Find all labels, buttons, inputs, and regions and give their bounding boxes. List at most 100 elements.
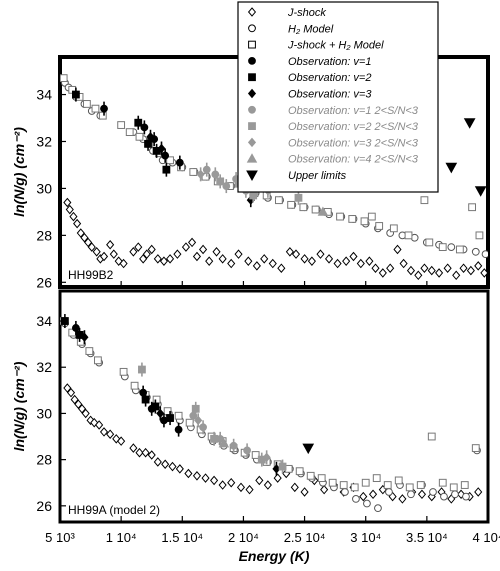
data-point xyxy=(95,420,104,430)
data-point xyxy=(350,483,359,492)
x-tick-label: 5 10³ xyxy=(45,530,75,545)
data-point xyxy=(307,256,316,266)
x-tick-label: 3.5 10⁴ xyxy=(406,530,448,545)
data-point xyxy=(87,242,96,252)
data-point xyxy=(199,423,207,432)
legend-marker xyxy=(247,7,257,17)
data-point xyxy=(365,256,374,266)
data-point xyxy=(159,256,168,266)
data-point xyxy=(218,438,230,448)
data-point xyxy=(324,254,334,264)
data-point xyxy=(201,473,210,483)
data-point xyxy=(196,169,205,180)
data-point xyxy=(385,488,393,496)
data-point xyxy=(135,132,144,141)
data-point xyxy=(427,432,436,441)
data-point xyxy=(91,104,100,113)
data-point xyxy=(135,447,144,458)
y-tick-label: 26 xyxy=(36,274,52,290)
y-tick-label: 32 xyxy=(36,133,52,149)
data-point xyxy=(389,224,398,233)
data-point xyxy=(342,256,351,266)
legend-marker xyxy=(248,73,256,82)
data-point xyxy=(191,404,200,413)
legend: J-shock H₂ Model J-shock + H₂ Model Observa… xyxy=(237,1,439,193)
data-point xyxy=(371,263,380,273)
data-point xyxy=(368,489,378,500)
data-point xyxy=(166,156,174,165)
data-point xyxy=(302,443,315,455)
data-point xyxy=(294,193,303,202)
legend-label: J-shock xyxy=(287,7,326,19)
data-point xyxy=(142,249,151,259)
data-point xyxy=(173,249,182,259)
data-point xyxy=(205,256,214,266)
data-point xyxy=(227,477,236,488)
data-point xyxy=(299,203,308,212)
data-point xyxy=(333,258,342,269)
legend-box xyxy=(237,1,439,193)
data-point xyxy=(475,231,484,240)
data-point xyxy=(311,205,320,214)
data-point xyxy=(406,265,416,276)
data-point xyxy=(146,132,155,142)
data-point xyxy=(141,395,150,404)
data-point xyxy=(420,196,429,205)
data-point xyxy=(375,222,384,230)
panel-points xyxy=(60,74,488,281)
legend-marker xyxy=(248,122,256,130)
x-axis-label: Energy (K) xyxy=(239,548,310,564)
y-tick-label: 32 xyxy=(36,359,52,375)
data-point xyxy=(462,492,470,501)
y-tick-label: 28 xyxy=(36,452,52,468)
legend-marker xyxy=(248,57,256,65)
data-point xyxy=(147,244,156,255)
data-point xyxy=(70,394,79,405)
data-point xyxy=(157,143,166,154)
data-point xyxy=(210,475,219,486)
data-point xyxy=(285,247,294,257)
data-point xyxy=(139,254,148,264)
data-point xyxy=(99,251,109,262)
data-point xyxy=(117,121,126,129)
data-point xyxy=(251,451,260,459)
data-point xyxy=(361,478,370,487)
data-point xyxy=(166,414,174,422)
data-point xyxy=(83,100,91,108)
data-point xyxy=(181,242,191,252)
legend-marker xyxy=(246,153,258,163)
panel-label: HH99B2 xyxy=(68,268,114,282)
legend-marker xyxy=(247,137,257,148)
data-point xyxy=(295,467,304,476)
data-point xyxy=(106,429,115,439)
data-point xyxy=(452,270,461,281)
data-point xyxy=(112,434,121,444)
data-point xyxy=(151,402,160,411)
data-point xyxy=(474,487,483,497)
data-point xyxy=(81,408,90,419)
data-point xyxy=(210,434,218,443)
data-point xyxy=(192,251,202,262)
data-point xyxy=(481,250,488,259)
data-point xyxy=(374,504,382,513)
data-point xyxy=(218,480,227,490)
data-point xyxy=(274,196,283,205)
data-point xyxy=(174,411,183,420)
y-tick-label: 30 xyxy=(36,180,52,196)
data-point xyxy=(414,270,423,281)
data-point xyxy=(109,249,118,259)
data-point xyxy=(455,245,464,254)
y-tick-label: 26 xyxy=(36,498,52,514)
data-point xyxy=(352,495,360,503)
data-point xyxy=(236,482,246,493)
data-point xyxy=(84,237,93,248)
data-point xyxy=(317,474,326,483)
data-point xyxy=(339,481,348,489)
data-point xyxy=(372,474,381,483)
data-point xyxy=(427,265,436,276)
x-tick-label: 4 10⁴ xyxy=(473,530,500,545)
legend-label: H₂ Model xyxy=(288,23,334,35)
data-point xyxy=(99,427,109,437)
data-point xyxy=(249,191,258,200)
